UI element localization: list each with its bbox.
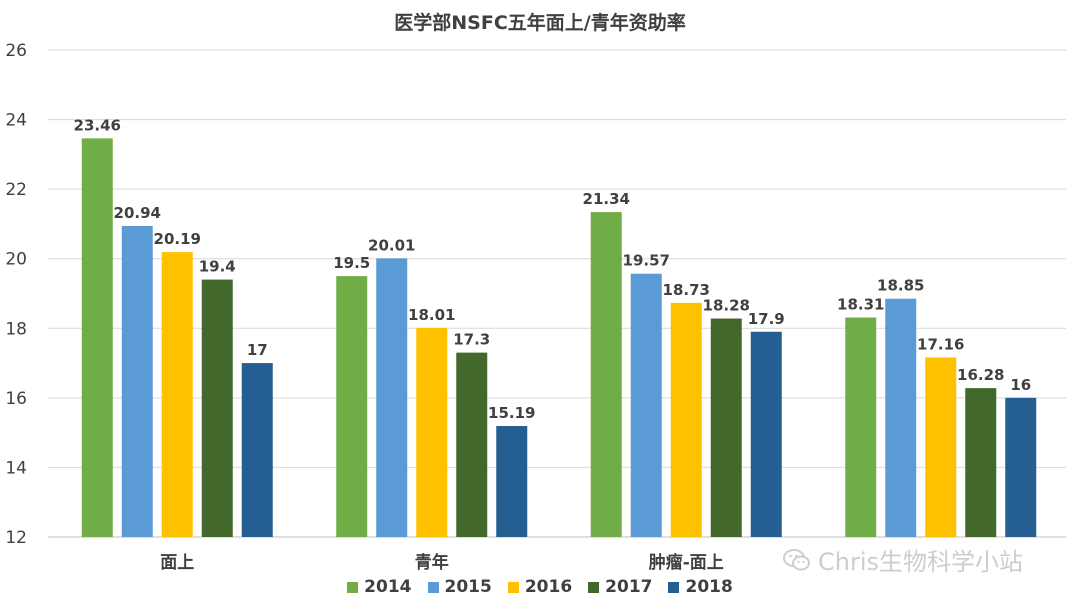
watermark-text: Chris生物科学小站	[818, 548, 1024, 576]
y-tick-label: 20	[5, 250, 27, 270]
data-label: 17.16	[917, 336, 964, 354]
data-label: 23.46	[74, 116, 121, 134]
wechat-icon	[783, 548, 810, 570]
data-label: 15.19	[488, 404, 535, 422]
legend-swatch	[588, 581, 600, 593]
data-label: 17.3	[453, 331, 490, 349]
legend-swatch	[668, 581, 680, 593]
x-tick-label: 青年	[415, 552, 449, 573]
data-label: 17	[247, 341, 268, 359]
data-label: 19.4	[199, 258, 236, 276]
bar-2015	[630, 273, 662, 537]
bar-2015	[121, 226, 153, 537]
y-tick-label: 26	[5, 41, 27, 61]
data-label: 20.19	[154, 230, 201, 248]
data-label: 18.31	[837, 296, 884, 314]
y-tick-label: 24	[5, 111, 27, 131]
bars	[81, 138, 1037, 538]
bar-2015	[376, 258, 408, 537]
data-label: 18.85	[877, 277, 924, 295]
data-label: 19.5	[333, 254, 370, 272]
watermark: Chris生物科学小站	[782, 542, 1023, 577]
bar-2017	[965, 388, 997, 537]
legend-item-2014: 2014	[347, 577, 412, 597]
legend-label: 2014	[364, 577, 412, 597]
data-label: 16	[1010, 376, 1031, 394]
legend-item-2016: 2016	[507, 577, 573, 597]
data-labels: 23.46 20.94 20.19 19.4 17 19.520.01 18.01 17.3 1…	[74, 116, 1032, 422]
chart-title: 医学部NSFC五年面上/青年资助率	[394, 12, 686, 34]
bar-2017	[710, 318, 742, 537]
data-label: 20.01	[368, 236, 415, 254]
legend: 2014 2015 2016 2017 2018	[0, 577, 1080, 597]
bar-2016	[925, 357, 957, 537]
y-tick-label: 12	[5, 528, 27, 548]
bar-2014	[81, 138, 113, 537]
bar-2017	[456, 352, 488, 537]
legend-label: 2018	[685, 577, 733, 597]
bar-2018	[241, 363, 273, 537]
y-tick-label: 22	[5, 180, 27, 200]
bar-2014	[336, 276, 368, 537]
bar-2015	[885, 298, 917, 537]
data-label: 18.28	[703, 297, 750, 315]
legend-item-2017: 2017	[588, 577, 652, 597]
legend-label: 2017	[605, 577, 653, 597]
data-label: 17.9	[748, 310, 785, 328]
legend-swatch	[347, 581, 359, 593]
legend-swatch	[427, 581, 439, 593]
bar-2016	[670, 302, 702, 537]
bar-2014	[590, 212, 622, 537]
legend-item-2018: 2018	[668, 577, 733, 597]
bar-2018	[750, 331, 782, 537]
data-label: 16.28	[957, 366, 1004, 384]
y-tick-label: 14	[5, 458, 27, 478]
legend-label: 2016	[524, 577, 573, 597]
data-label: 20.94	[114, 204, 161, 222]
y-axis: 12 14 16 18 20 22 24 26	[5, 41, 27, 548]
bar-2018	[1005, 397, 1037, 537]
legend-label: 2015	[444, 577, 492, 597]
bar-2017	[201, 279, 233, 537]
data-label: 18.01	[408, 306, 455, 324]
x-tick-label: 面上	[160, 553, 194, 573]
data-label: 19.57	[623, 252, 670, 270]
data-label: 18.73	[663, 281, 710, 299]
bar-2014	[845, 317, 877, 537]
legend-item-2015: 2015	[427, 577, 492, 597]
y-tick-label: 18	[5, 319, 27, 339]
bar-2016	[416, 327, 448, 537]
x-tick-label: 肿瘤-面上	[649, 552, 724, 573]
bar-2016	[161, 252, 193, 538]
data-label: 21.34	[583, 190, 630, 208]
x-axis: 面上 青年 肿瘤-面上	[160, 552, 724, 573]
legend-swatch	[507, 581, 519, 593]
bar-2018	[496, 426, 528, 537]
y-tick-label: 16	[5, 389, 27, 409]
